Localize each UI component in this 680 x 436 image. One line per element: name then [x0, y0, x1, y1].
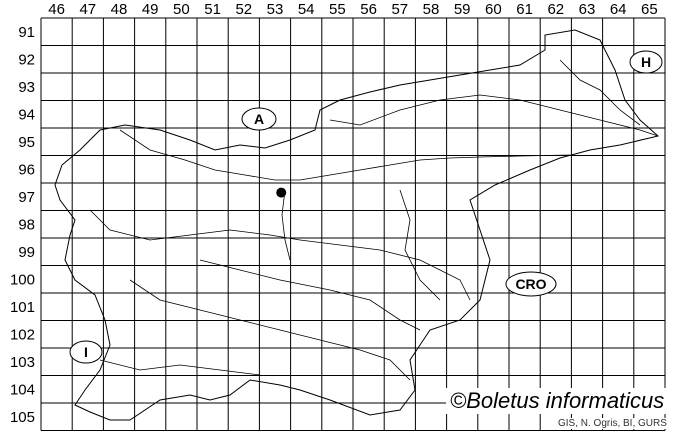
country-border: [54, 29, 660, 421]
column-label: 57: [391, 1, 408, 18]
row-label: 97: [18, 189, 35, 206]
row-label: 96: [18, 161, 35, 178]
column-label: 50: [173, 1, 190, 18]
column-label: 52: [235, 1, 252, 18]
label-croatia: CRO: [505, 271, 557, 297]
column-label: 54: [298, 1, 315, 18]
grid-lines: [40, 17, 666, 431]
row-labels: 91 92 93 94 95 96 97 98 99 100 101 102 103 104 105: [10, 24, 35, 426]
river: [329, 94, 659, 137]
label-italy: I: [69, 340, 103, 364]
source-text: GIS, N. Ogris, BI, GURS: [556, 418, 669, 429]
row-label: 103: [10, 354, 35, 371]
river: [281, 189, 291, 261]
column-label: 53: [267, 1, 284, 18]
column-label: 64: [610, 1, 627, 18]
river: [559, 59, 641, 126]
column-label: 48: [111, 1, 128, 18]
row-label: 92: [18, 51, 35, 68]
river: [129, 279, 411, 381]
column-label: 58: [423, 1, 440, 18]
river: [99, 359, 261, 376]
column-label: 46: [48, 1, 65, 18]
row-label: 93: [18, 79, 35, 96]
column-labels: 46 47 48 49 50 51 52 53 54 55 56 57 58 59 60 61 62 63 64 65: [48, 1, 657, 18]
column-label: 63: [579, 1, 596, 18]
column-label: 47: [79, 1, 96, 18]
label-austria-text: A: [254, 111, 264, 127]
column-label: 55: [329, 1, 346, 18]
column-label: 49: [142, 1, 159, 18]
row-label: 98: [18, 216, 35, 233]
river: [89, 209, 471, 301]
row-label: 100: [10, 271, 35, 288]
label-hungary-text: H: [641, 54, 651, 70]
row-label: 99: [18, 244, 35, 261]
column-label: 62: [547, 1, 564, 18]
row-label: 105: [10, 409, 35, 426]
column-label: 59: [454, 1, 471, 18]
label-hungary: H: [629, 50, 663, 74]
credit-text: ©Boletus informaticus: [446, 388, 669, 414]
record-marker[interactable]: [276, 187, 287, 198]
row-label: 94: [18, 106, 35, 123]
row-label: 101: [10, 299, 35, 316]
river: [199, 259, 421, 331]
country-border-line: [54, 29, 660, 421]
column-label: 60: [485, 1, 502, 18]
river: [119, 129, 571, 181]
column-label: 51: [204, 1, 221, 18]
river: [399, 189, 441, 301]
row-label: 95: [18, 134, 35, 151]
row-label: 104: [10, 381, 35, 398]
column-label: 56: [360, 1, 377, 18]
column-label: 61: [516, 1, 533, 18]
row-label: 91: [18, 24, 35, 41]
label-austria: A: [241, 107, 277, 131]
label-croatia-text: CRO: [515, 276, 546, 292]
column-label: 65: [641, 1, 658, 18]
row-label: 102: [10, 326, 35, 343]
rivers: [89, 59, 659, 381]
label-italy-text: I: [84, 344, 88, 360]
